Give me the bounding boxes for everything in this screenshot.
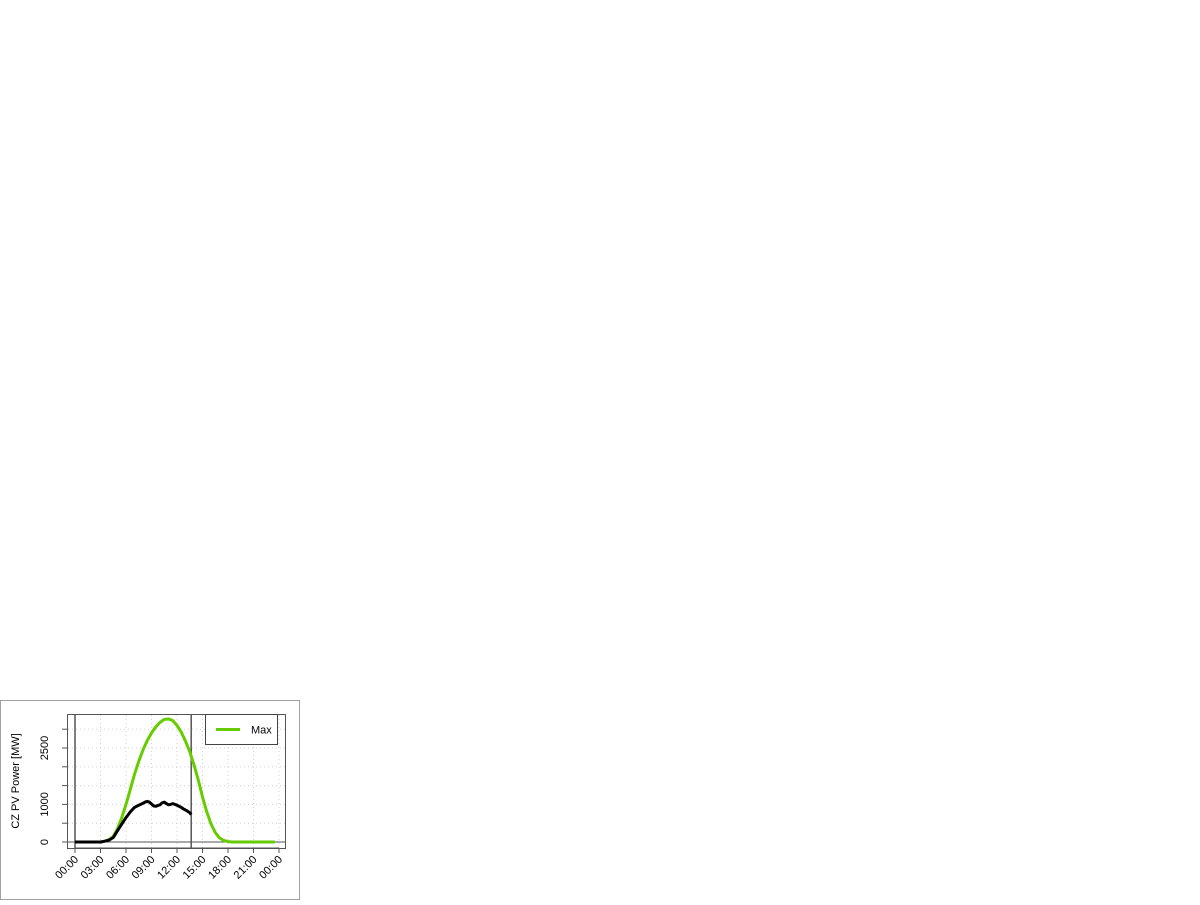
y-tick-label: 0	[39, 839, 51, 845]
y-axis: 0 1000 2500	[39, 728, 67, 845]
series-group	[75, 717, 275, 844]
legend: Max	[205, 714, 278, 745]
y-axis-label: CZ PV Power [MW]	[10, 733, 22, 828]
legend-label-max: Max	[251, 725, 272, 737]
chart-frame: 0 1000 2500 00:00 03:00 06:00 09:00 12:00 15:00…	[0, 700, 300, 900]
y-tick-label: 2500	[39, 736, 51, 760]
y-tick-label: 1000	[39, 792, 51, 816]
series-line-actual	[75, 799, 193, 844]
